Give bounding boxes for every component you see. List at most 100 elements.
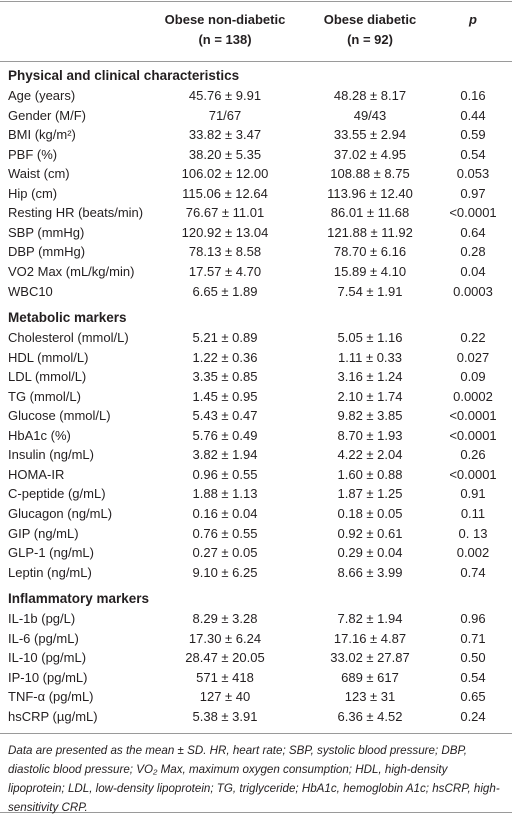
cell-value: 127 ± 40: [199, 689, 251, 705]
cell-value: 33.02 ± 27.87: [330, 650, 410, 666]
cell-value: 0.64: [460, 224, 486, 240]
cell-value: <0.0001: [449, 408, 497, 424]
cell-value: 1.45 ± 0.95: [192, 388, 258, 404]
cell-value: 0.97: [460, 185, 486, 201]
row-label: Age (years): [8, 88, 76, 103]
row-label: LDL (mmol/L): [8, 369, 87, 385]
row-label: hsCRP (µg/mL): [8, 708, 98, 724]
column-header-n: (n = 92): [347, 32, 393, 47]
cell-value: 121.88 ± 11.92: [327, 224, 413, 240]
cell-value: 0.29 ± 0.04: [337, 545, 403, 561]
row-label: IL-6 (pg/mL): [8, 630, 79, 646]
cell-value: 0.09: [460, 369, 486, 385]
cell-value: 17.16 ± 4.87: [333, 630, 407, 646]
cell-value: 0.27 ± 0.05: [192, 545, 258, 561]
cell-value: 571 ± 418: [196, 669, 254, 685]
cell-value: 0.76 ± 0.55: [192, 525, 258, 541]
cell-value: 0.74: [460, 564, 486, 580]
row-label: Glucose (mmol/L): [8, 408, 111, 424]
row-label: IL-10 (pg/mL): [8, 650, 87, 666]
cell-value: 78.70 ± 6.16: [333, 244, 407, 260]
cell-value: 1.87 ± 1.25: [337, 486, 403, 502]
cell-value: 5.21 ± 0.89: [192, 330, 258, 346]
row-label: HbA1c (%): [8, 427, 71, 443]
cell-value: 0.16: [460, 88, 486, 103]
cell-value: 1.22 ± 0.36: [192, 349, 258, 365]
cell-value: 1.60 ± 0.88: [337, 466, 403, 482]
cell-value: 5.76 ± 0.49: [192, 427, 258, 443]
cell-value: 5.05 ± 1.16: [337, 330, 403, 346]
cell-value: 2.10 ± 1.74: [337, 388, 403, 404]
row-label: Glucagon (ng/mL): [8, 506, 113, 521]
cell-value: 1.88 ± 1.13: [192, 486, 258, 502]
cell-value: 37.02 ± 4.95: [333, 146, 407, 162]
cell-value: 0.0003: [453, 283, 493, 299]
cell-value: <0.0001: [449, 205, 497, 221]
row-label: BMI (kg/m²): [8, 127, 76, 143]
cell-value: 3.35 ± 0.85: [192, 369, 258, 385]
cell-value: 3.16 ± 1.24: [337, 369, 403, 385]
row-label: Waist (cm): [8, 166, 70, 182]
row-label: GLP-1 (ng/mL): [8, 545, 94, 561]
cell-value: 0. 13: [458, 525, 488, 541]
row-label: HOMA-IR: [8, 466, 65, 482]
cell-value: 0.92 ± 0.61: [337, 525, 403, 541]
section-title: Inflammatory markers: [8, 591, 150, 607]
cell-value: 17.57 ± 4.70: [188, 263, 262, 279]
cell-value: 0.59: [460, 127, 486, 143]
row-label: Hip (cm): [8, 185, 58, 201]
row-label: Leptin (ng/mL): [8, 564, 92, 580]
row-label: C-peptide (g/mL): [8, 486, 106, 502]
row-label: TG (mmol/L): [8, 388, 81, 404]
cell-value: 0.50: [460, 650, 486, 666]
cell-value: <0.0001: [449, 427, 497, 443]
cell-value: 8.29 ± 3.28: [192, 611, 258, 627]
column-header: Obese diabetic: [323, 12, 417, 27]
cell-value: 7.82 ± 1.94: [337, 611, 403, 627]
cell-value: 71/67: [208, 107, 242, 123]
cell-value: 0.96 ± 0.55: [192, 466, 258, 482]
cell-value: 48.28 ± 8.17: [333, 88, 407, 103]
cell-value: 0.71: [460, 630, 486, 646]
row-label: IL-1b (pg/L): [8, 611, 76, 627]
row-label: Gender (M/F): [8, 107, 87, 123]
cell-value: 0.11: [460, 506, 486, 521]
cell-value: 49/43: [353, 107, 387, 123]
cell-value: 689 ± 617: [341, 669, 399, 685]
cell-value: 1.11 ± 0.33: [338, 349, 402, 365]
cell-value: 0.027: [456, 349, 490, 365]
cell-value: 123 ± 31: [344, 689, 396, 705]
top-rule: [0, 1, 512, 2]
cell-value: 3.82 ± 1.94: [192, 447, 258, 463]
cell-value: 8.70 ± 1.93: [337, 427, 403, 443]
cell-value: 0.18 ± 0.05: [337, 506, 403, 521]
cell-value: 33.82 ± 3.47: [188, 127, 262, 143]
cell-value: 7.54 ± 1.91: [337, 283, 403, 299]
cell-value: 113.96 ± 12.40: [327, 185, 413, 201]
row-label: Resting HR (beats/min): [8, 205, 144, 221]
cell-value: 38.20 ± 5.35: [188, 146, 262, 162]
bottom-rule: [0, 812, 512, 813]
cell-value: 0.65: [460, 689, 486, 705]
cell-value: 0.96: [460, 611, 486, 627]
cell-value: 4.22 ± 2.04: [337, 447, 403, 463]
row-label: DBP (mmHg): [8, 244, 86, 260]
row-label: GIP (ng/mL): [8, 525, 79, 541]
cell-value: 0.04: [460, 263, 486, 279]
cell-value: 0.16 ± 0.04: [192, 506, 258, 521]
cell-value: 8.66 ± 3.99: [337, 564, 403, 580]
column-header-n: (n = 138): [198, 32, 252, 47]
cell-value: 76.67 ± 11.01: [185, 205, 265, 221]
cell-value: 0.002: [456, 545, 490, 561]
cell-value: 115.06 ± 12.64: [182, 185, 268, 201]
row-label: TNF-α (pg/mL): [8, 689, 94, 705]
cell-value: 0.28: [460, 244, 486, 260]
cell-value: 0.91: [460, 486, 486, 502]
cell-value: 6.65 ± 1.89: [192, 283, 258, 299]
table-bottom-rule: [0, 733, 512, 734]
row-label: VO2 Max (mL/kg/min): [8, 263, 135, 279]
row-label: IP-10 (pg/mL): [8, 669, 88, 685]
column-header: p: [469, 12, 477, 27]
cell-value: 5.43 ± 0.47: [192, 408, 258, 424]
